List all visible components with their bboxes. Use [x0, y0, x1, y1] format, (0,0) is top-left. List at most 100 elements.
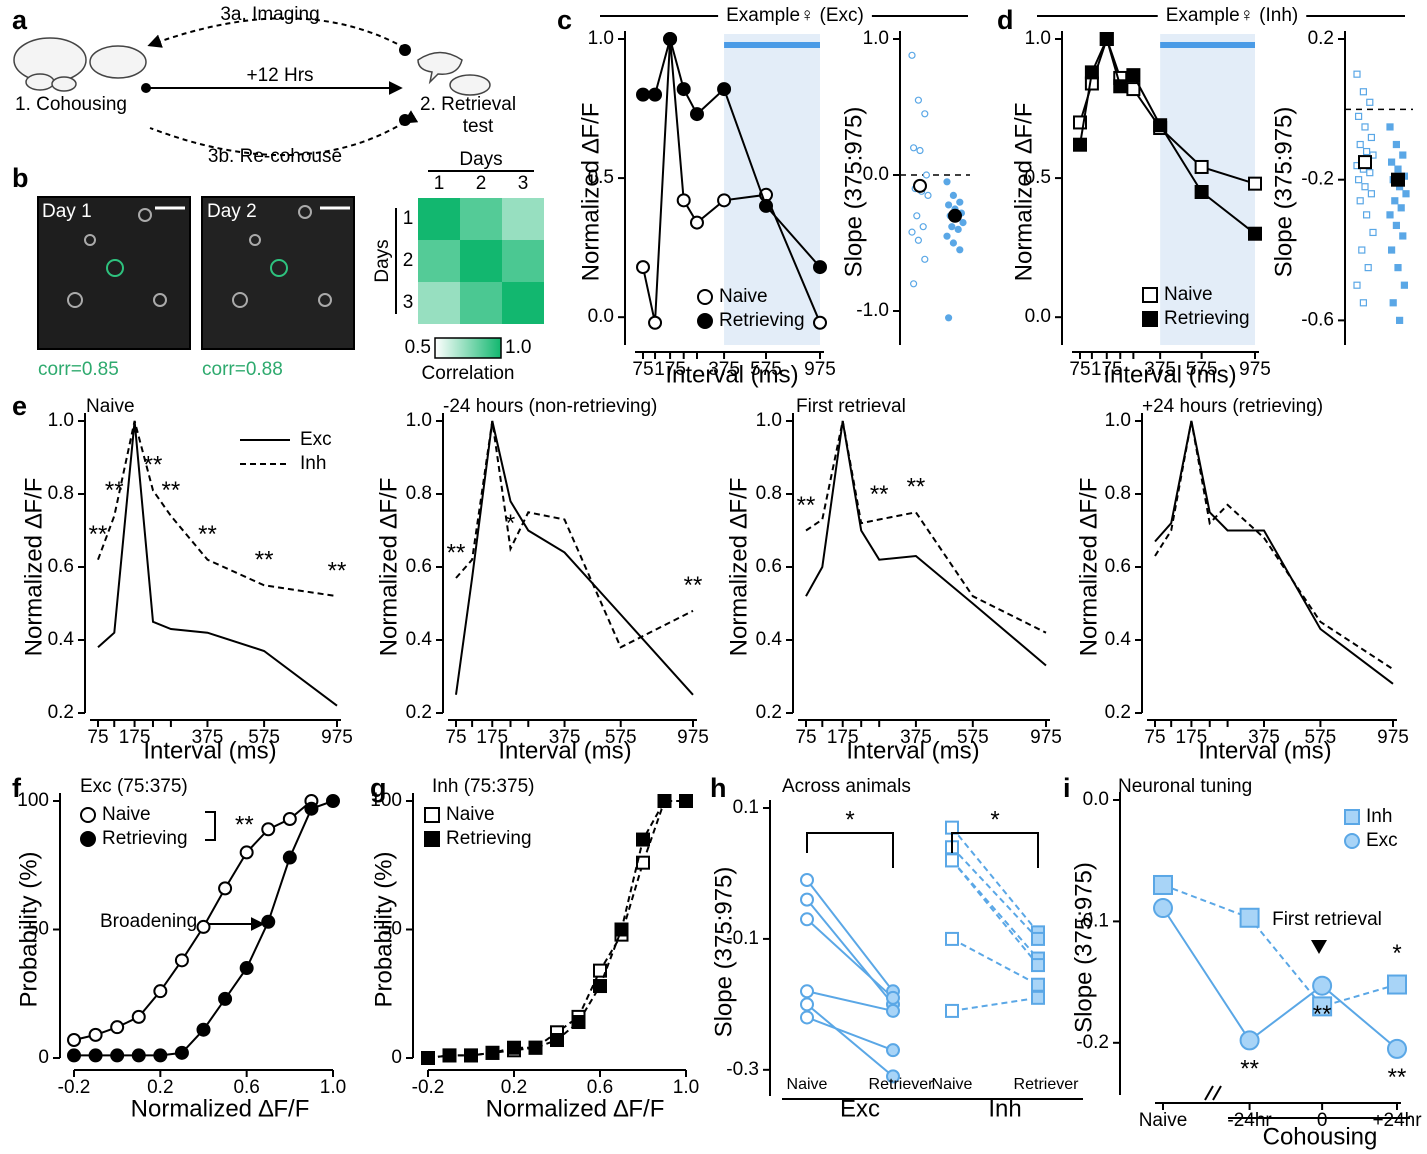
- y-tick-label: 0.6: [1105, 556, 1131, 577]
- y-tick-label: 100: [17, 790, 49, 811]
- data-point: [1153, 874, 1173, 895]
- y-axis-label: Probability (%): [370, 851, 397, 1007]
- y-tick-label: 0.2: [1105, 702, 1131, 723]
- x-tick-label: 575: [1305, 727, 1337, 748]
- data-point: [1194, 185, 1209, 199]
- data-point: [909, 144, 918, 152]
- data-point: [196, 1022, 211, 1037]
- data-point: [550, 1033, 564, 1048]
- chart-title: Example♀ (Inh): [1166, 5, 1299, 26]
- data-point: [648, 87, 663, 102]
- data-point: [914, 96, 923, 104]
- x-tick-label: 75: [445, 727, 466, 748]
- legend-marker: [1142, 311, 1158, 327]
- data-point: [800, 984, 814, 999]
- y-tick-label: 0.2: [48, 702, 74, 723]
- significance: **: [198, 521, 217, 548]
- data-point: [1392, 221, 1401, 230]
- series-line: [805, 420, 1047, 667]
- data-point: [1361, 183, 1369, 191]
- label: +12 Hrs: [246, 65, 313, 86]
- data-point: [1113, 79, 1128, 94]
- chart-title: Neuronal tuning: [1118, 776, 1252, 797]
- data-point: [1387, 158, 1396, 166]
- data-point: [1367, 133, 1376, 142]
- data-point: [908, 228, 916, 236]
- y-axis-label: Normalized ∆F/F: [375, 478, 402, 657]
- data-point: [1194, 159, 1209, 174]
- colorbar: [434, 337, 502, 359]
- data-point: [800, 1010, 814, 1025]
- data-point: [1126, 82, 1141, 97]
- y-tick-label: 0.4: [48, 629, 75, 650]
- panel-letter: h: [710, 773, 727, 803]
- data-point: [949, 191, 958, 199]
- x-axis-label: Interval (ms): [498, 737, 631, 764]
- data-point: [1031, 990, 1045, 1005]
- data-point: [1084, 65, 1099, 80]
- panel-letter: a: [12, 5, 28, 35]
- data-point: [886, 1069, 900, 1084]
- data-point: [1312, 996, 1333, 1017]
- row-label: 1: [403, 208, 414, 229]
- data-point: [636, 87, 650, 102]
- x-tick-label: 975: [1239, 359, 1271, 380]
- pair-line: [806, 1016, 894, 1052]
- data-point: [1366, 98, 1374, 106]
- y-tick-label: 0.1: [733, 797, 759, 818]
- panel-a: a 3a. Imaging +12 Hrs 1. Cohousing 2. Re…: [12, 4, 516, 167]
- legend-marker: [1344, 809, 1360, 825]
- x-tick-label: 0.6: [587, 1077, 613, 1098]
- data-point: [1362, 211, 1371, 219]
- data-point: [131, 1009, 146, 1024]
- colorbar-label: Correlation: [422, 363, 515, 384]
- y-tick-label: 0.0: [588, 306, 614, 327]
- data-point: [1359, 88, 1368, 96]
- significance: **: [1388, 1064, 1407, 1091]
- pair-line: [951, 996, 1039, 1012]
- legend-label: Retrieving: [446, 828, 532, 849]
- y-tick-label: 0.2: [756, 702, 782, 723]
- series-line: [1162, 907, 1398, 1050]
- data-point: [921, 255, 929, 263]
- pair-line: [806, 879, 894, 992]
- data-point: [421, 1051, 435, 1065]
- x-tick-label: 975: [321, 727, 353, 748]
- y-axis-label: Normalized ∆F/F: [1075, 478, 1102, 657]
- data-point: [945, 820, 959, 835]
- data-point: [919, 223, 927, 231]
- y-tick-label: 0.2: [1308, 28, 1334, 49]
- data-point: [1248, 226, 1262, 241]
- y-tick-label: 0.0: [1025, 306, 1051, 327]
- data-point: [282, 850, 297, 865]
- colorbar-tick-label: 1.0: [505, 337, 531, 358]
- data-point: [1248, 176, 1262, 191]
- heatmap-cell: [502, 240, 544, 282]
- y-tick-label: -0.2: [1301, 169, 1334, 190]
- significance-bracket: [806, 832, 894, 868]
- y-tick-label: 0.6: [406, 556, 432, 577]
- data-point: [174, 953, 189, 968]
- data-point: [1386, 123, 1394, 131]
- data-point: [464, 1048, 478, 1063]
- data-point: [663, 32, 678, 46]
- data-point: [886, 1043, 900, 1058]
- highlight: [724, 34, 820, 345]
- x-tick-label: 575: [750, 359, 782, 380]
- y-tick-label: 1.0: [863, 28, 889, 49]
- data-point: [1394, 264, 1402, 272]
- annotation: Broadening: [100, 911, 197, 932]
- heatmap-cell: [418, 198, 460, 240]
- label: 1. Cohousing: [15, 94, 127, 115]
- x-axis-label: Interval (ms): [143, 737, 276, 764]
- row-label: 2: [403, 250, 414, 271]
- data-point: [1387, 1038, 1407, 1059]
- y-tick-label: -1.0: [856, 300, 889, 321]
- y-axis-label: Normalized ∆F/F: [1010, 103, 1037, 282]
- panel-b: b Day 1 Day 2 corr=0.85 corr=0.88: [12, 163, 355, 380]
- data-point: [657, 794, 672, 808]
- data-point: [67, 1048, 81, 1063]
- data-point: [88, 1048, 103, 1063]
- data-point: [1153, 118, 1168, 133]
- x-tick-label: 575: [957, 727, 989, 748]
